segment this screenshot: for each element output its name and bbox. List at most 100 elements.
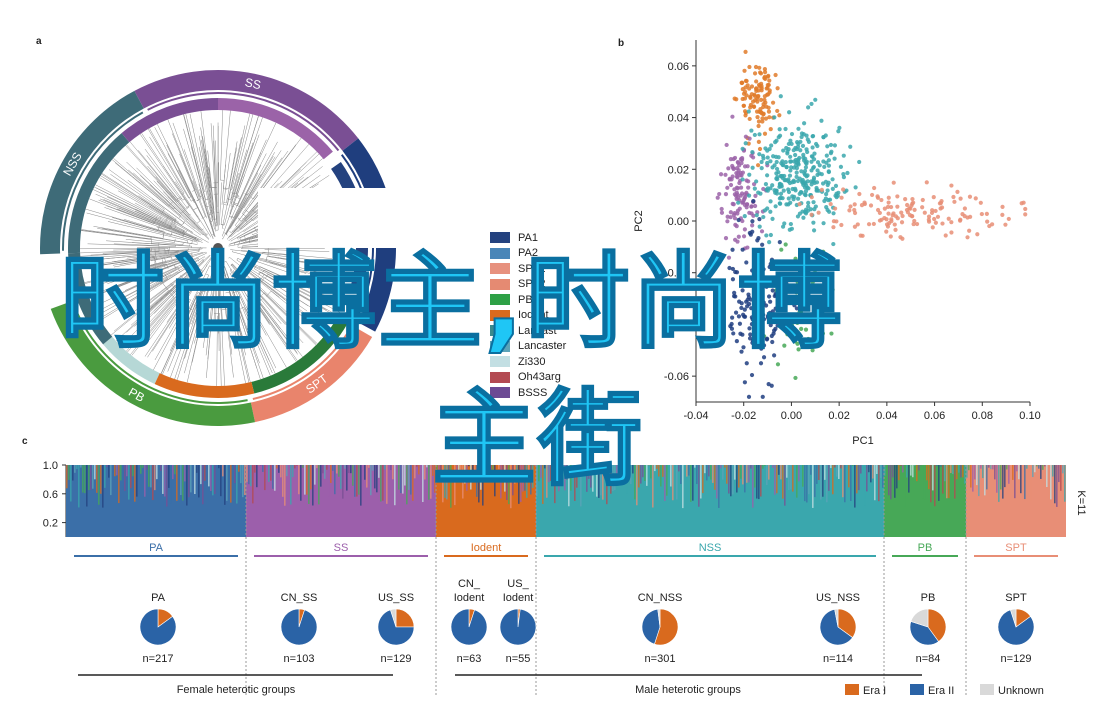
- scatter-point: [767, 310, 772, 315]
- scatter-point: [776, 135, 781, 140]
- tree-branch: [229, 174, 245, 218]
- scatter-point: [761, 267, 766, 272]
- scatter-point: [832, 143, 838, 148]
- scatter-point: [792, 339, 798, 344]
- scatter-point: [866, 222, 872, 227]
- structure-bar-stripe: [560, 465, 562, 477]
- structure-bar-stripe: [854, 465, 856, 508]
- structure-bar-stripe: [302, 465, 304, 468]
- structure-bar-stripe: [278, 465, 280, 473]
- scatter-point: [939, 205, 945, 210]
- scatter-point: [774, 176, 779, 181]
- k-label: K=11: [1075, 490, 1087, 515]
- structure-bar-stripe: [686, 465, 688, 477]
- pie-slice: [390, 608, 397, 628]
- scatter-point: [754, 88, 759, 94]
- scatter-point: [768, 199, 773, 204]
- scatter-point: [805, 137, 810, 142]
- scatter-point: [801, 215, 806, 220]
- tree-branch: [232, 269, 270, 325]
- structure-bar-stripe: [104, 465, 106, 488]
- tree-branch: [229, 189, 269, 234]
- structure-bar-stripe: [512, 465, 514, 496]
- watermark-line-2: 主街: [431, 378, 645, 500]
- y-axis-title: PC2: [633, 210, 645, 231]
- tree-root: [213, 243, 223, 253]
- tree-branch: [232, 315, 250, 383]
- tree-branch: [265, 256, 320, 266]
- structure-bar-stripe: [422, 465, 424, 503]
- structure-bar-stripe: [918, 465, 920, 471]
- inner-color-band: [154, 373, 255, 399]
- scatter-point: [787, 110, 792, 115]
- tree-branch: [138, 195, 179, 223]
- scatter-point: [834, 195, 839, 200]
- legend-swatch: [490, 325, 510, 337]
- scatter-point: [967, 194, 973, 199]
- scatter-point: [729, 326, 735, 331]
- scatter-point: [751, 277, 756, 282]
- tree-branch: [230, 249, 328, 263]
- structure-bar-stripe: [440, 465, 442, 480]
- structure-bar-stripe: [618, 465, 620, 478]
- scatter-point: [742, 227, 747, 232]
- tree-branch: [114, 273, 164, 297]
- structure-bar-stripe: [696, 465, 698, 485]
- scatter-point: [736, 200, 741, 205]
- structure-bar-stripe: [384, 465, 386, 470]
- scatter-point: [796, 126, 801, 131]
- scatter-point: [757, 217, 762, 222]
- scatter-point: [748, 95, 753, 100]
- scatter-point: [807, 263, 812, 269]
- group-label: PB: [918, 542, 933, 554]
- structure-bar-stripe: [478, 465, 480, 503]
- scatter-point: [715, 195, 720, 200]
- scatter-point: [773, 72, 778, 78]
- structure-bar-stripe: [190, 465, 192, 493]
- tree-branch: [117, 190, 209, 243]
- tree-branch: [269, 262, 342, 283]
- structure-y-tick-label: 0.6: [43, 489, 58, 501]
- structure-bar-stripe: [100, 465, 102, 494]
- structure-bar-stripe: [610, 465, 612, 494]
- pie-slice: [139, 608, 177, 646]
- structure-bar-stripe: [864, 465, 866, 506]
- scatter-point: [744, 299, 749, 304]
- tree-branch: [220, 153, 231, 226]
- structure-bar-stripe: [832, 465, 834, 495]
- structure-bar-stripe: [456, 465, 458, 476]
- structure-bar-stripe: [116, 465, 118, 476]
- tree-branch: [124, 271, 179, 305]
- scatter-point: [786, 202, 791, 207]
- scatter-point: [790, 316, 796, 321]
- scatter-point: [804, 161, 809, 166]
- scatter-point: [857, 191, 862, 197]
- structure-bar-stripe: [856, 465, 858, 494]
- tree-branch: [167, 285, 205, 372]
- pie-name: US_: [507, 578, 529, 590]
- tree-branch: [122, 251, 206, 281]
- scatter-point: [765, 160, 770, 166]
- scatter-point: [812, 151, 817, 156]
- scatter-point: [774, 288, 779, 293]
- structure-bar-stripe: [364, 465, 366, 480]
- scatter-point: [787, 298, 792, 303]
- tree-branch: [185, 113, 206, 192]
- pie-count: n=129: [1001, 653, 1032, 665]
- scatter-point: [762, 97, 767, 103]
- structure-bar-stripe: [740, 465, 742, 479]
- structure-bar-stripe: [1028, 465, 1030, 480]
- structure-bar-stripe: [500, 465, 502, 499]
- tree-branch: [140, 198, 177, 226]
- structure-bar-stripe: [788, 465, 790, 491]
- tree-branch: [145, 220, 186, 236]
- structure-bar-stripe: [728, 465, 730, 494]
- structure-bar-stripe: [94, 465, 96, 480]
- structure-bar-stripe: [260, 465, 262, 466]
- tree-branch: [100, 270, 160, 293]
- scatter-point: [777, 240, 782, 245]
- structure-bar-stripe: [196, 465, 198, 473]
- structure-bar-stripe: [718, 465, 720, 508]
- structure-bar-stripe: [514, 465, 516, 484]
- scatter-point: [735, 160, 740, 165]
